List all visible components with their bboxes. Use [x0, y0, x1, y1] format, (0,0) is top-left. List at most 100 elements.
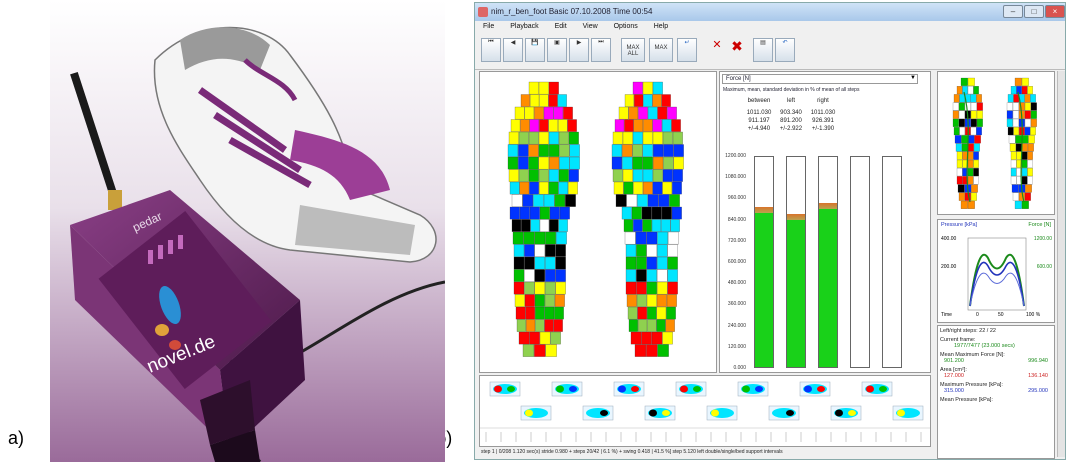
save-button[interactable]: 💾 [525, 38, 545, 62]
force-axis-tick: 360.000 [727, 301, 746, 308]
pressure-cell [538, 131, 549, 145]
step-thumbnail[interactable] [489, 381, 521, 397]
step-thumbnail[interactable] [675, 381, 707, 397]
gait-line [963, 91, 971, 203]
outline-cell [1025, 184, 1032, 193]
pressure-cell [637, 194, 648, 207]
force-bar-deviation [819, 203, 837, 210]
pressure-cell [534, 294, 545, 307]
pressure-cell [635, 231, 647, 245]
step-thumbnail[interactable] [520, 405, 552, 421]
pressure-cell [559, 206, 570, 220]
menu-file[interactable]: File [483, 23, 495, 30]
pressure-cell [657, 344, 669, 357]
step-thumbnail[interactable] [799, 381, 831, 397]
prev-step-button[interactable]: ◀ [503, 38, 523, 62]
max-all-button[interactable]: MAX ALL [621, 38, 645, 62]
undo-icon[interactable]: ↶ [775, 38, 795, 62]
scrollbar-vertical[interactable] [1057, 71, 1065, 457]
pressure-cell [657, 244, 668, 257]
pressure-cell [611, 156, 623, 170]
foot-sole [507, 81, 580, 357]
minimize-button[interactable]: – [1003, 5, 1023, 18]
outline-cell [973, 86, 979, 95]
step-thumbnail[interactable] [644, 405, 676, 421]
delete-icon[interactable]: ✕ [712, 39, 722, 51]
pressure-cell [518, 169, 529, 182]
step-thumbnail-strip[interactable] [479, 375, 931, 447]
force-bar-5 [882, 156, 902, 368]
menu-playback[interactable]: Playback [510, 23, 539, 30]
selector-chevron-down-icon[interactable]: ▼ [910, 75, 916, 81]
step-thumbnail[interactable] [613, 381, 645, 397]
maximize-button[interactable]: □ [1024, 5, 1044, 18]
force-stat-name: right [817, 98, 829, 104]
pressure-cell [513, 269, 525, 282]
pressure-cell [661, 94, 671, 107]
pressure-cell [568, 131, 579, 145]
force-axis-tick: 1200.000 [725, 153, 746, 159]
force-stat-name: between [747, 98, 771, 104]
outline-cell [956, 168, 963, 177]
pressure-cell [626, 194, 638, 207]
step-thumbnail[interactable] [768, 405, 800, 421]
outline-cell [973, 168, 979, 177]
play-button[interactable]: ▶ [569, 38, 589, 62]
menu-options[interactable]: Options [613, 23, 638, 30]
first-step-button[interactable]: ⏮ [481, 38, 501, 62]
last-step-button[interactable]: ⏭ [591, 38, 611, 62]
pressure-cell [558, 119, 568, 132]
pressure-cell [538, 156, 549, 170]
page-icon[interactable]: ▤ [753, 38, 773, 62]
menu-view[interactable]: View [582, 23, 598, 30]
pressure-cell [653, 144, 664, 157]
outline-cell [967, 168, 974, 177]
mean-max-force-right: 996.940 [1028, 358, 1048, 364]
pressure-cell [641, 331, 652, 345]
outline-cell [976, 118, 983, 127]
menu-edit[interactable]: Edit [554, 23, 567, 30]
return-button[interactable]: ↵ [677, 38, 697, 62]
print-button[interactable]: ▣ [547, 38, 567, 62]
step-thumbnail[interactable] [737, 381, 769, 397]
pressure-cell [625, 281, 637, 295]
outline-cell [961, 143, 968, 152]
step-thumbnail[interactable] [706, 405, 738, 421]
pressure-cell [646, 231, 658, 245]
step-thumbnail[interactable] [861, 381, 893, 397]
step-thumbnail[interactable] [582, 405, 614, 421]
outline-cell [1027, 86, 1033, 95]
pressure-cell [528, 156, 539, 170]
max-button[interactable]: MAX [649, 38, 673, 62]
delete-all-icon[interactable]: ✖ [731, 38, 743, 54]
outline-cell [961, 135, 968, 144]
pressure-cell [553, 106, 564, 120]
pressure-cell [622, 156, 633, 170]
step-thumbnail[interactable] [892, 405, 924, 421]
pressure-cell [545, 256, 556, 270]
pressure-cell [634, 344, 647, 357]
step-thumbnails[interactable] [480, 376, 930, 446]
outline-cell [955, 143, 962, 152]
step-thumbnail[interactable] [551, 381, 583, 397]
outline-cell [1021, 135, 1029, 144]
outline-cell [970, 110, 977, 119]
outline-cell [1024, 94, 1031, 103]
pressure-cell [666, 306, 676, 320]
force-selector[interactable]: Force [N] [722, 74, 918, 84]
close-button[interactable]: × [1045, 5, 1065, 18]
outline-cell [970, 127, 977, 136]
outline-cell [967, 151, 974, 160]
pressure-cell [549, 219, 559, 232]
x-tick-time: Time [941, 312, 952, 318]
force-axis-tick: 1080.000 [725, 174, 746, 181]
force-bar-fill [787, 213, 805, 367]
pressure-cell [637, 306, 647, 320]
outline-cell [967, 86, 974, 95]
menu-help[interactable]: Help [653, 23, 669, 30]
pressure-cell [653, 156, 664, 170]
force-axis-tick: 720.000 [727, 237, 746, 244]
step-thumbnail[interactable] [830, 405, 862, 421]
pressure-cell [535, 306, 545, 320]
outline-cell [1027, 159, 1033, 168]
